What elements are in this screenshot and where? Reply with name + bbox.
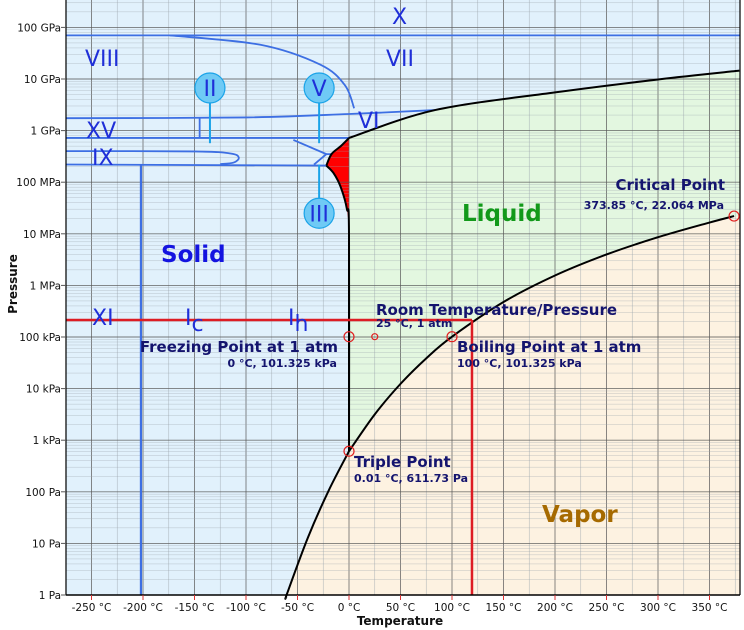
phase-marker-label: III (309, 202, 328, 227)
boundary-ix-loop (65, 150, 240, 166)
phase-marker-circle (303, 72, 335, 104)
point-freezing-marker (343, 331, 355, 343)
region-label-liquid: Liquid (462, 201, 542, 227)
boundary-sublimation (284, 450, 350, 600)
y-tick-label: 10 GPa (24, 74, 61, 86)
region-label-vapor: Vapor (542, 502, 618, 528)
phase-label-vii: VII (386, 47, 414, 72)
phase-label-x: X (392, 5, 407, 30)
y-axis-title: Pressure (6, 254, 20, 314)
x-tick-label: -150 °C (175, 602, 215, 614)
phase-label-ic: Ic (185, 306, 204, 337)
point-markers: II V III (194, 72, 740, 457)
axes: -250 °C -200 °C -150 °C -100 °C -50 °C 0 °C 50… (16, 0, 741, 614)
phase-regions (66, 0, 740, 599)
phase-label-xi: XI (92, 306, 114, 331)
point-triple-marker (343, 445, 355, 457)
phase-boundaries (65, 34, 741, 600)
phase-marker-label: II (203, 77, 216, 102)
boundary-melting-iii-v (325, 137, 350, 166)
ih-subscript: h (295, 312, 309, 337)
x-tick-label: 300 °C (640, 602, 676, 614)
point-room-marker (371, 333, 379, 341)
x-axis-title: Temperature (357, 614, 443, 628)
boundary-iii-v (313, 153, 332, 166)
x-tick-label: 100 °C (434, 602, 470, 614)
y-tick-label: 100 GPa (17, 22, 61, 34)
x-tick-label: -100 °C (226, 602, 266, 614)
room-conditions-detail: 25 °C, 1 atm (376, 317, 452, 330)
x-tick-label: 50 °C (386, 602, 415, 614)
phase-label-viii: VIII (85, 47, 120, 72)
x-tick-label: -250 °C (72, 602, 112, 614)
y-tick-label: 10 MPa (23, 229, 61, 241)
phase-marker-circle (303, 197, 335, 229)
y-tick-label: 100 Pa (25, 487, 61, 499)
critical-point-detail: 373.85 °C, 22.064 MPa (584, 199, 724, 212)
boundary-iii-lower (65, 163, 327, 167)
critical-point-title: Critical Point (615, 176, 725, 194)
freezing-point-title: Freezing Point at 1 atm (140, 338, 338, 356)
region-label-solid: Solid (161, 242, 226, 268)
y-tick-label: 10 Pa (32, 538, 61, 550)
metastable-region (326, 137, 349, 234)
triple-point-title: Triple Point (354, 453, 451, 471)
boundary-melting-high (348, 69, 740, 139)
boundary-vaporization (348, 215, 735, 452)
phase-label-ix: IX (92, 146, 114, 171)
phase-label-xv: XV (86, 119, 116, 144)
phase-marker-label: V (312, 77, 327, 102)
y-tick-label: 10 kPa (26, 384, 61, 396)
x-tick-label: -200 °C (123, 602, 163, 614)
y-tick-label: 100 kPa (19, 332, 61, 344)
point-boiling-marker (446, 331, 458, 343)
x-tick-label: 250 °C (589, 602, 625, 614)
phase-label-ih: Ih (288, 306, 308, 337)
boiling-point-detail: 100 °C, 101.325 kPa (457, 357, 582, 370)
y-tick-label: 1 kPa (33, 435, 61, 447)
y-tick-label: 1 MPa (30, 280, 61, 292)
point-critical-marker (728, 210, 740, 222)
y-tick-label: 100 MPa (16, 177, 61, 189)
x-tick-label: -50 °C (281, 602, 314, 614)
freezing-point-detail: 0 °C, 101.325 kPa (227, 357, 337, 370)
x-tick-label: 150 °C (486, 602, 522, 614)
ih-main: I (288, 306, 295, 331)
x-tick-label: 200 °C (537, 602, 573, 614)
phase-marker-circle (194, 72, 226, 104)
boundary-ii-v (293, 139, 327, 155)
room-conditions-title: Room Temperature/Pressure (376, 301, 617, 319)
y-tick-label: 1 Pa (39, 590, 61, 602)
phase-label-vi: VI (358, 109, 380, 134)
y-tick-label: 1 GPa (31, 126, 61, 138)
x-tick-label: 0 °C (338, 602, 361, 614)
boiling-point-title: Boiling Point at 1 atm (457, 338, 641, 356)
boundary-vi-upper (65, 109, 436, 120)
boundary-viii-vii (169, 34, 355, 109)
grid (65, 0, 740, 596)
x-tick-label: 350 °C (692, 602, 728, 614)
triple-point-detail: 0.01 °C, 611.73 Pa (354, 472, 468, 485)
ic-main: I (185, 306, 192, 331)
ic-subscript: c (192, 312, 204, 337)
